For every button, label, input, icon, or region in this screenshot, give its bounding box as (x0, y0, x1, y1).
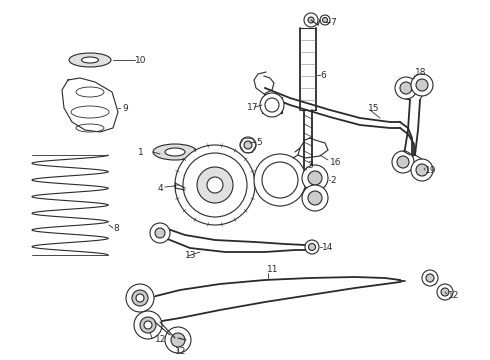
Circle shape (155, 228, 165, 238)
Circle shape (309, 243, 316, 251)
Circle shape (437, 284, 453, 300)
Circle shape (426, 274, 434, 282)
Circle shape (395, 77, 417, 99)
Circle shape (397, 156, 409, 168)
Circle shape (441, 288, 449, 296)
Text: 12: 12 (448, 291, 459, 300)
Text: 5: 5 (256, 138, 262, 147)
Text: 17: 17 (247, 103, 259, 112)
Text: 12: 12 (175, 347, 186, 356)
Circle shape (134, 311, 162, 339)
Text: 4: 4 (158, 184, 164, 193)
Circle shape (240, 137, 256, 153)
Circle shape (132, 290, 148, 306)
Circle shape (411, 74, 433, 96)
Text: 12: 12 (155, 336, 167, 345)
Circle shape (262, 162, 298, 198)
Circle shape (416, 79, 428, 91)
Circle shape (411, 159, 433, 181)
Text: 19: 19 (425, 166, 437, 175)
Circle shape (144, 321, 152, 329)
Circle shape (305, 240, 319, 254)
Circle shape (171, 333, 185, 347)
Circle shape (260, 93, 284, 117)
Text: 18: 18 (415, 68, 426, 77)
Bar (262, 97, 282, 113)
Circle shape (392, 151, 414, 173)
Text: 2: 2 (330, 176, 336, 185)
Circle shape (165, 327, 191, 353)
Text: 3: 3 (307, 161, 313, 170)
Circle shape (150, 223, 170, 243)
Circle shape (416, 164, 428, 176)
Circle shape (136, 294, 144, 302)
Circle shape (207, 177, 223, 193)
Text: 8: 8 (113, 224, 119, 233)
Ellipse shape (81, 57, 98, 63)
Circle shape (320, 15, 330, 25)
Circle shape (126, 284, 154, 312)
Ellipse shape (153, 144, 197, 160)
Text: 9: 9 (122, 104, 128, 113)
Ellipse shape (165, 148, 185, 156)
Text: 1: 1 (138, 148, 144, 157)
Circle shape (254, 154, 306, 206)
Text: 13: 13 (185, 252, 196, 261)
Text: 7: 7 (330, 18, 336, 27)
Ellipse shape (69, 53, 111, 67)
Circle shape (322, 18, 327, 23)
Circle shape (244, 141, 252, 149)
Circle shape (183, 153, 247, 217)
Circle shape (140, 317, 156, 333)
Circle shape (400, 82, 412, 94)
Circle shape (302, 165, 328, 191)
Circle shape (175, 145, 255, 225)
Circle shape (308, 17, 314, 23)
Text: 14: 14 (322, 243, 333, 252)
Text: 16: 16 (330, 158, 342, 166)
Text: 15: 15 (368, 104, 379, 113)
Circle shape (265, 98, 279, 112)
Circle shape (422, 270, 438, 286)
Circle shape (197, 167, 233, 203)
Text: 10: 10 (135, 55, 147, 64)
Text: 6: 6 (320, 71, 326, 80)
Circle shape (308, 171, 322, 185)
Circle shape (304, 13, 318, 27)
Circle shape (308, 191, 322, 205)
Text: 11: 11 (267, 266, 278, 274)
Circle shape (302, 185, 328, 211)
